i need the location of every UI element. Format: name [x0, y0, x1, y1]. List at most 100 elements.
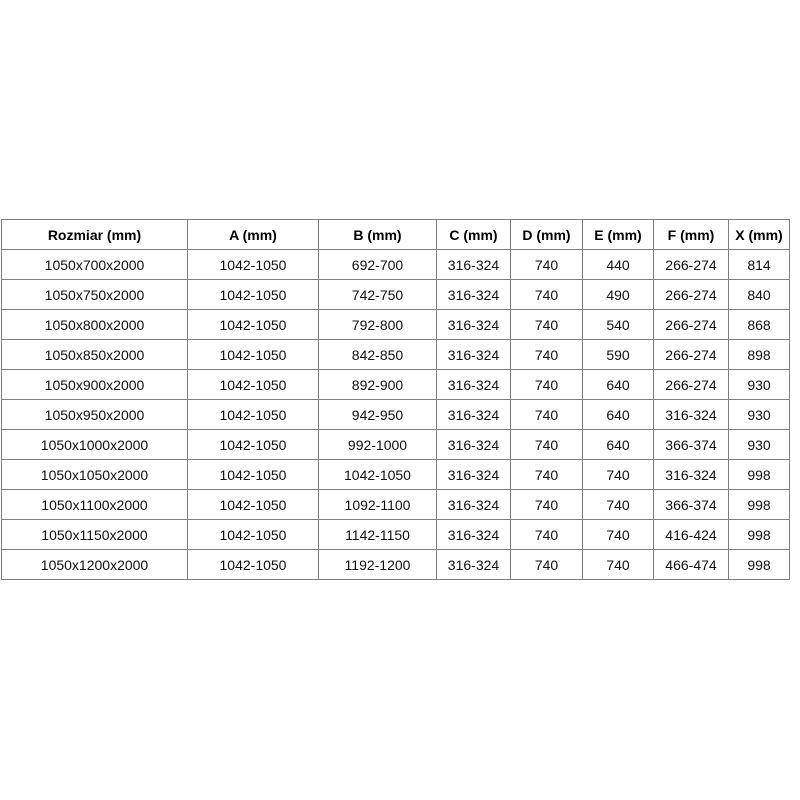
table-row: 1050x1100x2000 1042-1050 1092-1100 316-3…	[1, 489, 790, 520]
table-cell: 998	[728, 549, 790, 580]
table-cell: 640	[582, 429, 654, 460]
table-cell: 742-750	[318, 279, 437, 310]
table-cell: 1192-1200	[318, 549, 437, 580]
table-cell: 1050x1200x2000	[1, 549, 188, 580]
table-cell: 998	[728, 459, 790, 490]
table-row: 1050x850x2000 1042-1050 842-850 316-324 …	[1, 339, 790, 370]
table-cell: 1050x1000x2000	[1, 429, 188, 460]
table-cell: 1050x850x2000	[1, 339, 188, 370]
table-row: 1050x750x2000 1042-1050 742-750 316-324 …	[1, 279, 790, 310]
column-header-c: C (mm)	[436, 219, 511, 250]
table-cell: 316-324	[436, 549, 511, 580]
table-cell: 1050x950x2000	[1, 399, 188, 430]
table-cell: 1042-1050	[187, 489, 319, 520]
table-cell: 266-274	[653, 369, 729, 400]
column-header-a: A (mm)	[187, 219, 319, 250]
table-cell: 740	[582, 489, 654, 520]
column-header-x: X (mm)	[728, 219, 790, 250]
table-cell: 540	[582, 309, 654, 340]
table-cell: 1042-1050	[187, 549, 319, 580]
table-cell: 316-324	[436, 489, 511, 520]
table-cell: 1050x800x2000	[1, 309, 188, 340]
table-cell: 266-274	[653, 279, 729, 310]
table-cell: 316-324	[436, 459, 511, 490]
table-cell: 316-324	[436, 429, 511, 460]
table-cell: 998	[728, 519, 790, 550]
table-cell: 1042-1050	[318, 459, 437, 490]
table-cell: 1042-1050	[187, 279, 319, 310]
table-cell: 316-324	[436, 279, 511, 310]
table-cell: 898	[728, 339, 790, 370]
size-table: Rozmiar (mm) A (mm) B (mm) C (mm) D (mm)…	[1, 219, 790, 580]
table-cell: 1042-1050	[187, 429, 319, 460]
table-cell: 366-374	[653, 489, 729, 520]
table-cell: 740	[582, 519, 654, 550]
table-cell: 740	[510, 279, 583, 310]
table-cell: 1042-1050	[187, 399, 319, 430]
table-cell: 316-324	[436, 519, 511, 550]
table-cell: 992-1000	[318, 429, 437, 460]
table-cell: 316-324	[653, 459, 729, 490]
table-cell: 892-900	[318, 369, 437, 400]
table-cell: 1042-1050	[187, 459, 319, 490]
table-cell: 316-324	[436, 249, 511, 280]
table-cell: 840	[728, 279, 790, 310]
table-cell: 416-424	[653, 519, 729, 550]
table-cell: 1092-1100	[318, 489, 437, 520]
column-header-e: E (mm)	[582, 219, 654, 250]
table-cell: 1050x750x2000	[1, 279, 188, 310]
table-row: 1050x1000x2000 1042-1050 992-1000 316-32…	[1, 429, 790, 460]
table-cell: 1050x900x2000	[1, 369, 188, 400]
table-cell: 1042-1050	[187, 519, 319, 550]
table-cell: 1042-1050	[187, 339, 319, 370]
table-row: 1050x1150x2000 1042-1050 1142-1150 316-3…	[1, 519, 790, 550]
table-cell: 740	[510, 429, 583, 460]
table-row: 1050x900x2000 1042-1050 892-900 316-324 …	[1, 369, 790, 400]
column-header-b: B (mm)	[318, 219, 437, 250]
table-cell: 1142-1150	[318, 519, 437, 550]
table-cell: 740	[582, 549, 654, 580]
table-row: 1050x950x2000 1042-1050 942-950 316-324 …	[1, 399, 790, 430]
table-cell: 1050x1150x2000	[1, 519, 188, 550]
table-cell: 316-324	[436, 339, 511, 370]
table-cell: 1042-1050	[187, 369, 319, 400]
table-cell: 740	[510, 339, 583, 370]
table-cell: 640	[582, 399, 654, 430]
column-header-d: D (mm)	[510, 219, 583, 250]
table-cell: 316-324	[436, 369, 511, 400]
table-cell: 490	[582, 279, 654, 310]
table-cell: 1042-1050	[187, 249, 319, 280]
table-cell: 366-374	[653, 429, 729, 460]
table-row: 1050x1050x2000 1042-1050 1042-1050 316-3…	[1, 459, 790, 490]
table-cell: 266-274	[653, 249, 729, 280]
table-cell: 740	[510, 549, 583, 580]
table-cell: 266-274	[653, 339, 729, 370]
table-cell: 814	[728, 249, 790, 280]
table-cell: 316-324	[436, 399, 511, 430]
table-cell: 640	[582, 369, 654, 400]
table-row: 1050x1200x2000 1042-1050 1192-1200 316-3…	[1, 549, 790, 580]
table-cell: 692-700	[318, 249, 437, 280]
table-header-row: Rozmiar (mm) A (mm) B (mm) C (mm) D (mm)…	[1, 219, 790, 250]
table-cell: 740	[510, 369, 583, 400]
column-header-rozmiar: Rozmiar (mm)	[1, 219, 188, 250]
table-cell: 740	[510, 399, 583, 430]
table-cell: 316-324	[653, 399, 729, 430]
table-cell: 740	[510, 249, 583, 280]
table-cell: 740	[510, 519, 583, 550]
table-cell: 998	[728, 489, 790, 520]
table-cell: 266-274	[653, 309, 729, 340]
table-row: 1050x700x2000 1042-1050 692-700 316-324 …	[1, 249, 790, 280]
table-cell: 740	[510, 489, 583, 520]
table-cell: 1050x700x2000	[1, 249, 188, 280]
table-cell: 590	[582, 339, 654, 370]
table-cell: 942-950	[318, 399, 437, 430]
table-cell: 316-324	[436, 309, 511, 340]
table-row: 1050x800x2000 1042-1050 792-800 316-324 …	[1, 309, 790, 340]
table-cell: 740	[510, 309, 583, 340]
table-cell: 930	[728, 369, 790, 400]
table-cell: 466-474	[653, 549, 729, 580]
table-cell: 930	[728, 429, 790, 460]
table-cell: 792-800	[318, 309, 437, 340]
